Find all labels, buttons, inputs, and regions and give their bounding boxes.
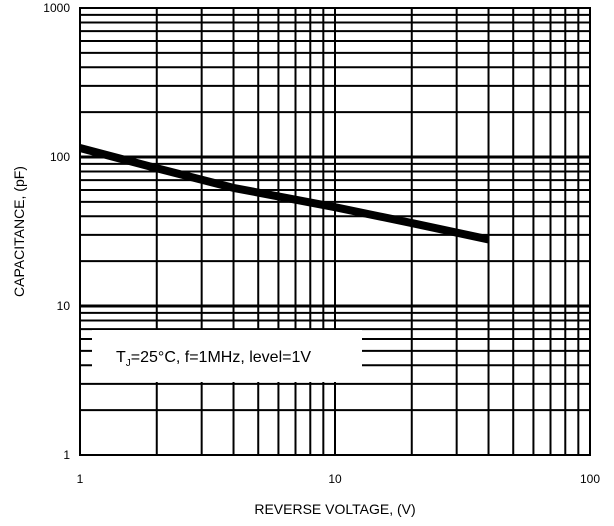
annotation-suffix: =25°C, f=1MHz, level=1V (131, 349, 312, 366)
y-tick-label: 1 (63, 448, 70, 462)
x-tick-labels: 1 10 100 (77, 472, 601, 486)
y-tick-label: 10 (57, 299, 71, 313)
y-tick-label: 1000 (43, 1, 70, 15)
y-tick-label: 100 (50, 150, 70, 164)
x-axis-label: REVERSE VOLTAGE, (V) (254, 501, 415, 517)
annotation-box: TJ=25°C, f=1MHz, level=1V (92, 330, 362, 382)
annotation-text: TJ=25°C, f=1MHz, level=1V (116, 349, 311, 369)
x-tick-label: 100 (580, 472, 600, 486)
annotation-background (92, 330, 362, 382)
annotation-subscript: J (126, 358, 131, 369)
capacitance-curve (78, 144, 490, 244)
plot-frame (79, 7, 591, 456)
y-tick-labels: 1 10 100 1000 (43, 1, 70, 462)
x-tick-label: 1 (77, 472, 84, 486)
y-axis-label: CAPACITANCE, (pF) (11, 166, 27, 297)
x-tick-label: 10 (328, 472, 342, 486)
annotation-prefix: T (116, 349, 126, 366)
grid (80, 8, 590, 455)
